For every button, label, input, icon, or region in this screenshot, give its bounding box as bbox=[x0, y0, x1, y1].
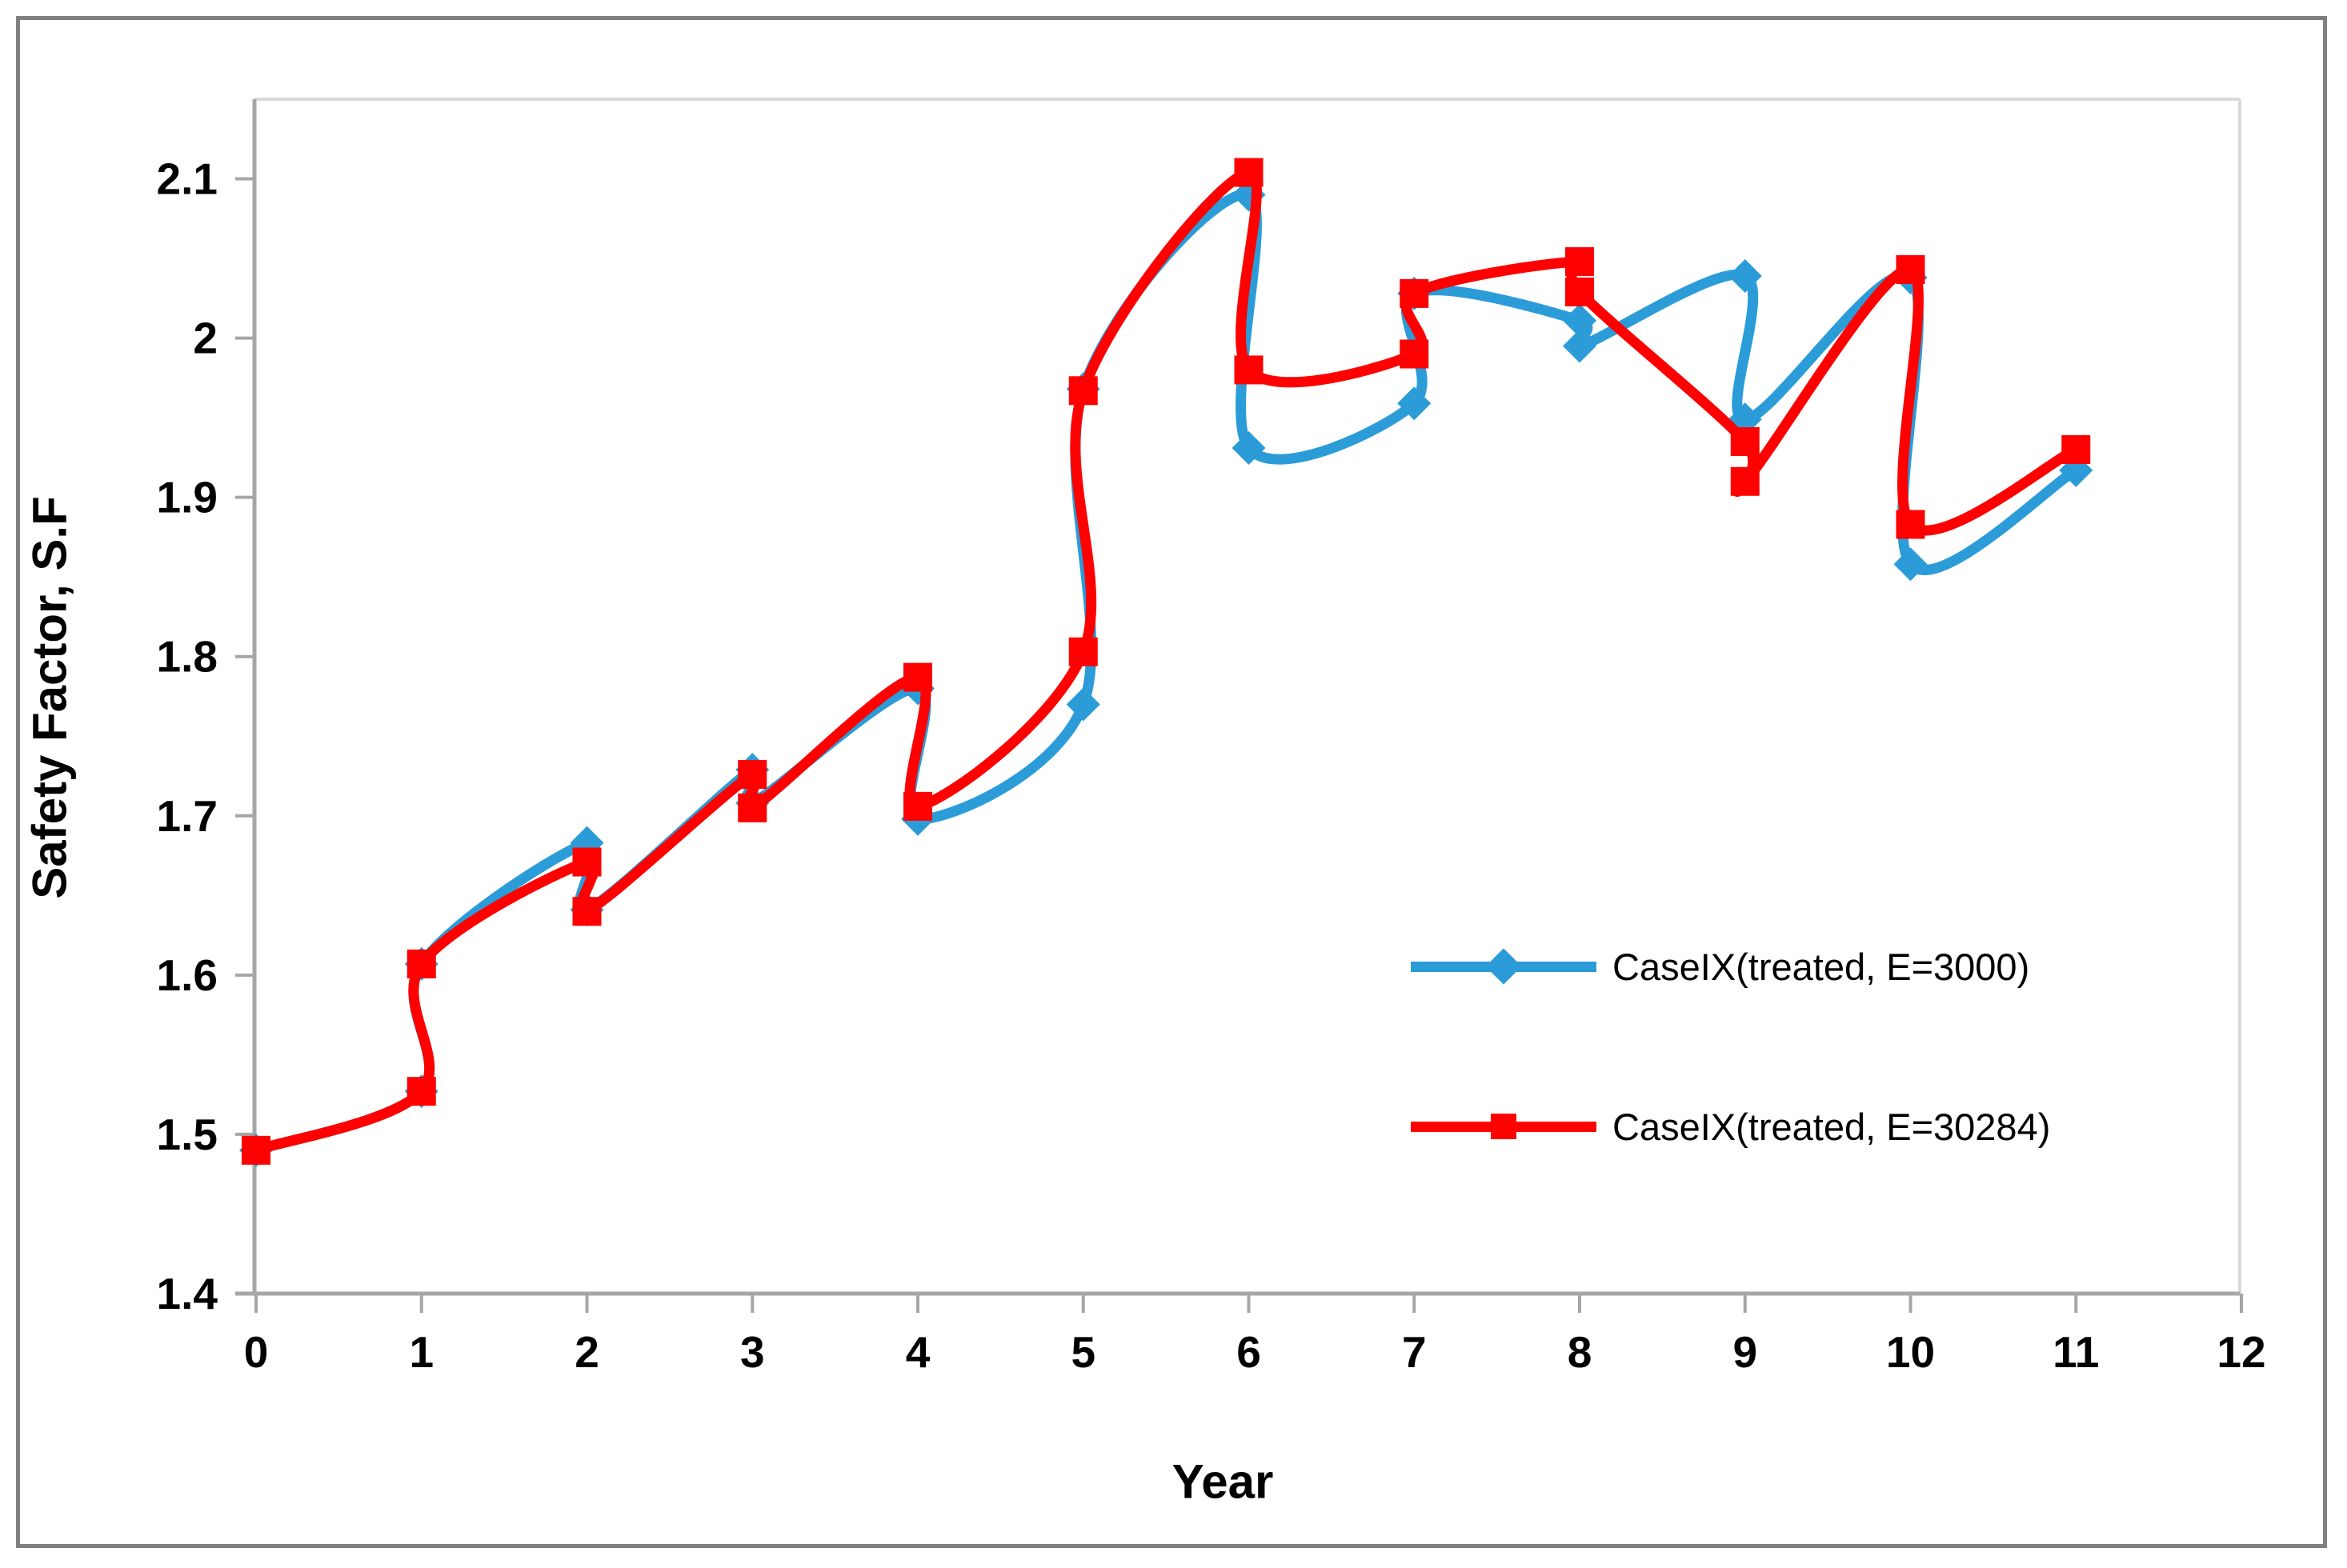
svg-text:1.8: 1.8 bbox=[157, 632, 218, 682]
legend-line-sample-red bbox=[1411, 1114, 1596, 1139]
svg-text:1.7: 1.7 bbox=[157, 791, 218, 841]
legend-label: CaseIX(treated, E=30284) bbox=[1612, 1105, 2051, 1148]
svg-text:6: 6 bbox=[1236, 1327, 1261, 1377]
svg-text:11: 11 bbox=[2053, 1327, 2099, 1377]
svg-text:7: 7 bbox=[1402, 1327, 1427, 1377]
svg-text:2.1: 2.1 bbox=[157, 154, 218, 204]
y-axis-title: Safety Factor, S.F bbox=[22, 496, 77, 899]
svg-text:2: 2 bbox=[575, 1327, 599, 1377]
svg-text:12: 12 bbox=[2217, 1327, 2265, 1377]
diamond-marker-icon bbox=[1485, 948, 1522, 985]
legend-label: CaseIX(treated, E=3000) bbox=[1612, 945, 2030, 988]
svg-text:9: 9 bbox=[1732, 1327, 1757, 1377]
svg-text:1.9: 1.9 bbox=[157, 473, 218, 522]
svg-text:2: 2 bbox=[193, 314, 218, 363]
svg-text:8: 8 bbox=[1568, 1327, 1592, 1377]
svg-text:1: 1 bbox=[409, 1327, 434, 1377]
svg-text:3: 3 bbox=[740, 1327, 765, 1377]
legend-line-sample-blue bbox=[1411, 948, 1596, 985]
svg-text:1.5: 1.5 bbox=[157, 1110, 218, 1159]
svg-text:1.4: 1.4 bbox=[157, 1269, 218, 1318]
square-marker-icon bbox=[1491, 1114, 1516, 1139]
legend-item-case-e3000: CaseIX(treated, E=3000) bbox=[1411, 942, 2029, 990]
x-axis-title: Year bbox=[1171, 1454, 1274, 1509]
svg-text:1.6: 1.6 bbox=[157, 950, 218, 1000]
legend-item-case-e30284: CaseIX(treated, E=30284) bbox=[1411, 1102, 2050, 1150]
svg-text:0: 0 bbox=[244, 1327, 269, 1377]
svg-text:4: 4 bbox=[906, 1327, 931, 1377]
figure-border bbox=[16, 16, 2327, 1548]
svg-text:5: 5 bbox=[1071, 1327, 1095, 1377]
svg-text:10: 10 bbox=[1886, 1327, 1935, 1377]
